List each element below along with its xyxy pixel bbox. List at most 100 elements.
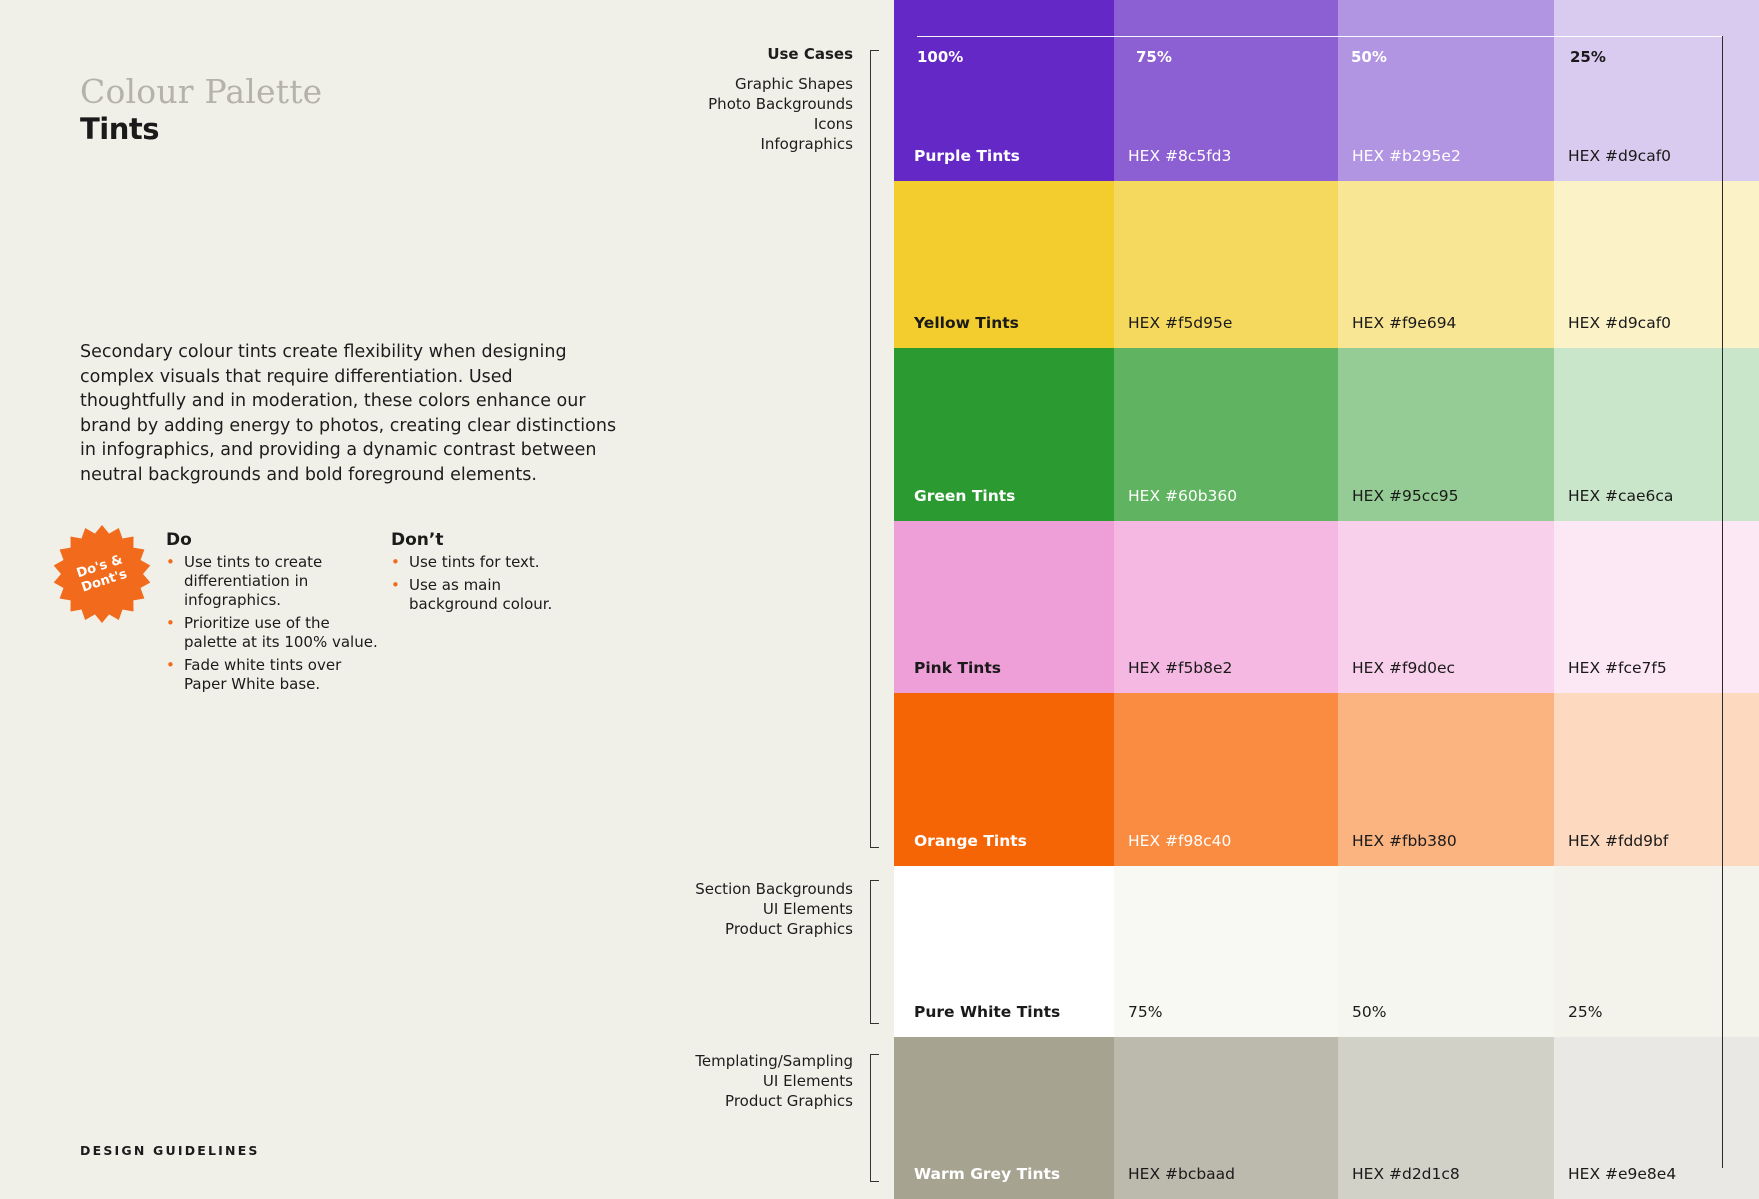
swatch-hex-label: HEX #bcbaad (1128, 1165, 1236, 1183)
use-case-item: Infographics (760, 135, 853, 153)
swatch-tint: HEX #f5b8e2 (1114, 521, 1338, 693)
dont-item: • Use tints for text. (391, 553, 571, 572)
swatch-base: Yellow Tints (894, 181, 1114, 348)
swatch-hex-label: HEX #fbb380 (1352, 832, 1457, 850)
use-case-item: Product Graphics (725, 1092, 853, 1110)
swatch-tint: HEX #d2d1c8 (1338, 1037, 1554, 1199)
swatch-base: Orange Tints (894, 693, 1114, 866)
percent-label-100: 100% (917, 48, 964, 66)
intro-paragraph: Secondary colour tints create flexibilit… (80, 342, 617, 485)
footer-label: DESIGN GUIDELINES (80, 1143, 260, 1158)
swatch-tint: HEX #e9e8e4 (1554, 1037, 1759, 1199)
swatch-hex-label: HEX #f9e694 (1352, 314, 1457, 332)
dos-donts-badge: Do's & Dont's (52, 524, 152, 624)
do-item: • Fade white tints over Paper White base. (166, 656, 381, 694)
tint-row: Pure White Tints 75% 50% 25% (894, 866, 1759, 1037)
use-cases-bracket-2 (870, 880, 879, 1024)
do-item: • Use tints to create differentiation in … (166, 553, 381, 610)
swatch-hex-label: 25% (1568, 1003, 1603, 1021)
dont-heading: Don’t (391, 530, 444, 550)
swatch-hex-label: 50% (1352, 1003, 1387, 1021)
do-heading: Do (166, 530, 192, 550)
dont-column: Don’t • Use tints for text. • Use as main b… (391, 530, 571, 618)
bullet-icon: • (166, 656, 175, 674)
swatch-tint: HEX #d9caf0 (1554, 0, 1759, 181)
tint-row: Warm Grey Tints HEX #bcbaad HEX #d2d1c8 HEX… (894, 1037, 1759, 1199)
swatch-name: Orange Tints (914, 832, 1027, 850)
dont-item-text: Use tints for text. (409, 553, 540, 571)
swatch-base: Pink Tints (894, 521, 1114, 693)
swatch-hex-label: HEX #d9caf0 (1568, 314, 1672, 332)
do-column: Do • Use tints to create differentiation … (166, 530, 381, 698)
swatch-hex-label: HEX #f9d0ec (1352, 659, 1456, 677)
swatch-hex-label: HEX #8c5fd3 (1128, 147, 1232, 165)
tint-row: Purple Tints HEX #8c5fd3 HEX #b295e2 HEX #d… (894, 0, 1759, 181)
dont-item: • Use as main background colour. (391, 576, 571, 614)
use-case-item: Photo Backgrounds (708, 95, 853, 113)
swatch-name: Purple Tints (914, 147, 1020, 165)
percent-label-75: 75% (1136, 48, 1172, 66)
swatch-hex-label: HEX #fce7f5 (1568, 659, 1667, 677)
tint-swatch-grid: Purple Tints HEX #8c5fd3 HEX #b295e2 HEX #d… (894, 0, 1759, 1199)
swatch-tint: HEX #f9d0ec (1338, 521, 1554, 693)
swatch-tint: 25% (1554, 866, 1759, 1037)
swatch-name: Green Tints (914, 487, 1016, 505)
page-title: Colour Palette (80, 72, 323, 111)
tint-row: Green Tints HEX #60b360 HEX #95cc95 HEX #ca… (894, 348, 1759, 521)
use-cases-bracket-3 (870, 1054, 879, 1182)
tint-row: Yellow Tints HEX #f5d95e HEX #f9e694 HEX #d… (894, 181, 1759, 348)
swatch-hex-label: HEX #f5b8e2 (1128, 659, 1233, 677)
swatch-tint: 75% (1114, 866, 1338, 1037)
swatch-base: Purple Tints (894, 0, 1114, 181)
swatch-hex-label: HEX #95cc95 (1352, 487, 1459, 505)
use-cases-group-1: Use Cases Graphic Shapes Photo Backgroun… (708, 44, 853, 154)
do-list: • Use tints to create differentiation in … (166, 553, 381, 694)
use-case-item: Icons (813, 115, 853, 133)
swatch-tint: HEX #d9caf0 (1554, 181, 1759, 348)
do-item-text: Use tints to create differentiation in i… (184, 553, 323, 609)
swatch-base: Green Tints (894, 348, 1114, 521)
swatch-base: Warm Grey Tints (894, 1037, 1114, 1199)
swatch-tint: HEX #8c5fd3 (1114, 0, 1338, 181)
use-case-item: Templating/Sampling (695, 1052, 853, 1070)
bullet-icon: • (166, 553, 175, 571)
swatch-hex-label: HEX #cae6ca (1568, 487, 1674, 505)
use-case-item: UI Elements (762, 1072, 853, 1090)
swatch-name: Pink Tints (914, 659, 1001, 677)
use-case-item: Section Backgrounds (695, 880, 853, 898)
bullet-icon: • (391, 576, 400, 594)
tint-row: Orange Tints HEX #f98c40 HEX #fbb380 HEX #f… (894, 693, 1759, 866)
dont-list: • Use tints for text. • Use as main backgro… (391, 553, 571, 614)
swatch-hex-label: HEX #60b360 (1128, 487, 1238, 505)
use-case-item: Graphic Shapes (735, 75, 853, 93)
swatch-tint: HEX #bcbaad (1114, 1037, 1338, 1199)
bullet-icon: • (391, 553, 400, 571)
swatch-tint: HEX #fce7f5 (1554, 521, 1759, 693)
use-cases-bracket-1 (870, 50, 879, 848)
swatch-tint: 50% (1338, 866, 1554, 1037)
swatch-name: Warm Grey Tints (914, 1165, 1061, 1183)
grid-right-guide-line (1722, 36, 1723, 1168)
swatch-tint: HEX #fbb380 (1338, 693, 1554, 866)
swatch-name: Yellow Tints (914, 314, 1019, 332)
swatch-tint: HEX #f9e694 (1338, 181, 1554, 348)
swatch-tint: HEX #60b360 (1114, 348, 1338, 521)
swatch-tint: HEX #b295e2 (1338, 0, 1554, 181)
swatch-hex-label: HEX #b295e2 (1352, 147, 1461, 165)
swatch-tint: HEX #95cc95 (1338, 348, 1554, 521)
swatch-tint: HEX #fdd9bf (1554, 693, 1759, 866)
do-item: • Prioritize use of the palette at its 10… (166, 614, 381, 652)
use-case-item: UI Elements (762, 900, 853, 918)
swatch-tint: HEX #f5d95e (1114, 181, 1338, 348)
use-cases-group-3: Templating/Sampling UI Elements Product … (695, 1051, 853, 1111)
swatch-hex-label: HEX #f98c40 (1128, 832, 1232, 850)
bullet-icon: • (166, 614, 175, 632)
do-item-text: Fade white tints over Paper White base. (184, 656, 342, 693)
use-case-item: Product Graphics (725, 920, 853, 938)
starburst-icon: Do's & Dont's (53, 525, 151, 623)
percent-guide-line (917, 36, 1723, 37)
swatch-hex-label: 75% (1128, 1003, 1163, 1021)
swatch-hex-label: HEX #fdd9bf (1568, 832, 1669, 850)
swatch-hex-label: HEX #d2d1c8 (1352, 1165, 1460, 1183)
swatch-hex-label: HEX #e9e8e4 (1568, 1165, 1677, 1183)
